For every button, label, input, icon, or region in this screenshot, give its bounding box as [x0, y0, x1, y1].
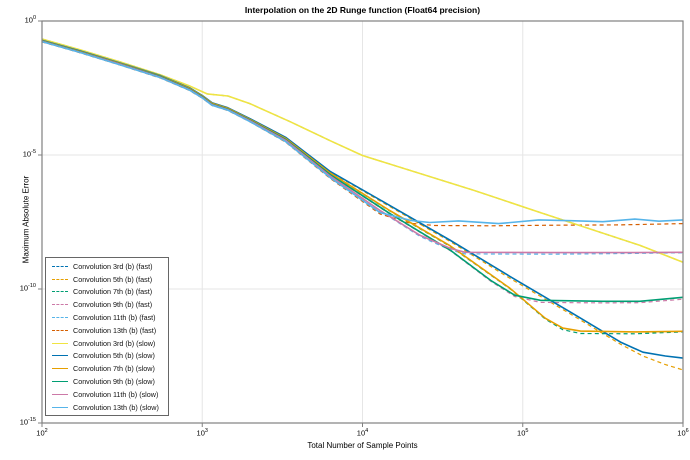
legend-item-conv-5th-fast: Convolution 5th (b) (fast)	[46, 273, 168, 286]
series-line-conv-3rd-slow	[41, 38, 684, 263]
legend-line-sample	[52, 393, 68, 395]
legend-box: Convolution 3rd (b) (fast) Convolution 5t…	[45, 257, 169, 416]
legend-item-label: Convolution 9th (b) (fast)	[73, 300, 153, 310]
legend-line-sample	[52, 406, 68, 408]
legend-line-sample	[52, 355, 68, 357]
legend-item-conv-9th-fast: Convolution 9th (b) (fast)	[46, 298, 168, 311]
legend-line-sample	[52, 265, 68, 267]
legend-item-label: Convolution 7th (b) (slow)	[73, 364, 155, 374]
legend-item-conv-13th-slow: Convolution 13th (b) (slow)	[46, 401, 168, 414]
legend-line-sample	[52, 381, 68, 383]
legend-item-conv-3rd-slow: Convolution 3rd (b) (slow)	[46, 337, 168, 350]
legend-item-label: Convolution 3rd (b) (slow)	[73, 338, 156, 348]
legend-item-label: Convolution 5th (b) (fast)	[73, 274, 153, 284]
legend-item-conv-11th-fast: Convolution 11th (b) (fast)	[46, 311, 168, 324]
legend-item-conv-3rd-fast: Convolution 3rd (b) (fast)	[46, 260, 168, 273]
legend-item-label: Convolution 3rd (b) (fast)	[73, 261, 153, 271]
legend-line-sample	[52, 317, 68, 319]
legend-line-sample	[52, 291, 68, 293]
legend-item-conv-7th-fast: Convolution 7th (b) (fast)	[46, 286, 168, 299]
legend-item-label: Convolution 11th (b) (fast)	[73, 313, 156, 323]
legend-item-label: Convolution 9th (b) (slow)	[73, 377, 155, 387]
legend-item-label: Convolution 13th (b) (fast)	[73, 325, 157, 335]
legend-item-label: Convolution 7th (b) (fast)	[73, 287, 153, 297]
legend-line-sample	[52, 368, 68, 370]
legend-item-conv-7th-slow: Convolution 7th (b) (slow)	[46, 362, 168, 375]
legend-line-sample	[52, 342, 68, 344]
legend-item-conv-13th-fast: Convolution 13th (b) (fast)	[46, 324, 168, 337]
legend-line-sample	[52, 304, 68, 306]
legend-line-sample	[52, 278, 68, 280]
legend-line-sample	[52, 329, 68, 331]
legend-item-label: Convolution 5th (b) (slow)	[73, 351, 155, 361]
legend-item-conv-9th-slow: Convolution 9th (b) (slow)	[46, 375, 168, 388]
legend-item-label: Convolution 13th (b) (slow)	[73, 402, 159, 412]
legend-item-label: Convolution 11th (b) (slow)	[73, 389, 159, 399]
legend-item-conv-5th-slow: Convolution 5th (b) (slow)	[46, 350, 168, 363]
legend-item-conv-11th-slow: Convolution 11th (b) (slow)	[46, 388, 168, 401]
series-line-conv-13th-slow	[41, 40, 684, 225]
